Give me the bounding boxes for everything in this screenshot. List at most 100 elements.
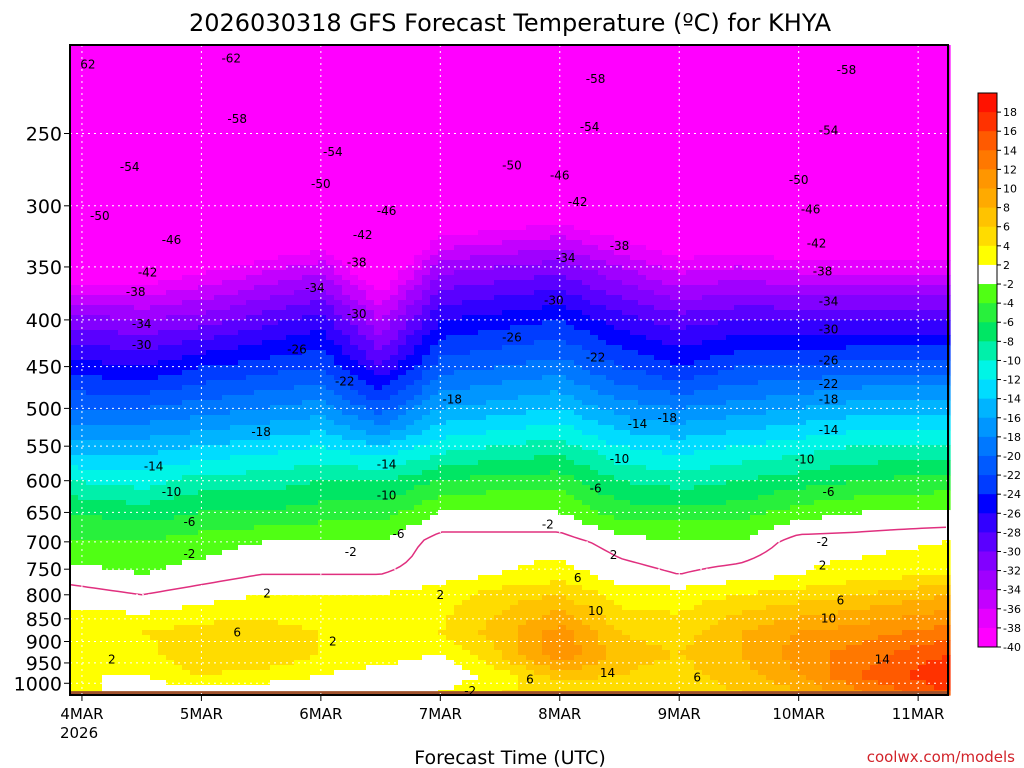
field-cell bbox=[878, 495, 887, 511]
field-cell bbox=[262, 455, 271, 471]
field-cell bbox=[414, 590, 423, 661]
field-cell bbox=[654, 450, 663, 471]
field-cell bbox=[806, 295, 815, 311]
field-cell bbox=[606, 345, 615, 361]
field-cell bbox=[622, 520, 631, 536]
field-cell bbox=[854, 580, 863, 596]
field-cell bbox=[526, 565, 535, 586]
field-cell bbox=[822, 285, 831, 296]
field-cell bbox=[934, 660, 943, 691]
field-cell bbox=[606, 530, 615, 581]
field-cell bbox=[622, 585, 631, 611]
field-cell bbox=[934, 460, 943, 476]
field-cell bbox=[622, 675, 631, 696]
field-cell bbox=[342, 480, 351, 501]
x-tick-label: 5MAR bbox=[180, 705, 223, 723]
field-cell bbox=[750, 630, 759, 671]
field-cell bbox=[894, 45, 903, 261]
field-cell bbox=[494, 490, 503, 511]
field-cell bbox=[326, 595, 335, 676]
field-cell bbox=[502, 310, 511, 331]
field-cell bbox=[478, 255, 487, 271]
field-cell bbox=[726, 520, 735, 541]
field-cell bbox=[790, 380, 799, 396]
field-cell bbox=[854, 400, 863, 416]
field-cell bbox=[766, 590, 775, 606]
field-cell bbox=[886, 635, 895, 656]
field-cell bbox=[470, 300, 479, 316]
field-cell bbox=[622, 300, 631, 316]
field-cell bbox=[446, 260, 455, 276]
y-tick-label: 850 bbox=[26, 609, 62, 631]
field-cell bbox=[614, 345, 623, 366]
field-cell bbox=[246, 685, 255, 696]
field-cell bbox=[238, 45, 247, 266]
field-cell bbox=[926, 320, 935, 336]
field-cell bbox=[638, 245, 647, 261]
field-cell bbox=[526, 310, 535, 326]
field-cell bbox=[190, 385, 199, 401]
field-cell bbox=[150, 390, 159, 406]
field-cell bbox=[190, 685, 199, 696]
field-cell bbox=[798, 275, 807, 286]
field-cell bbox=[278, 355, 287, 371]
field-cell bbox=[774, 685, 783, 696]
field-cell bbox=[798, 380, 807, 396]
field-cell bbox=[886, 415, 895, 431]
field-cell bbox=[654, 660, 663, 696]
field-cell bbox=[718, 450, 727, 466]
field-cell bbox=[646, 265, 655, 281]
field-cell bbox=[110, 610, 119, 676]
field-cell bbox=[390, 590, 399, 666]
field-cell bbox=[518, 310, 527, 326]
field-cell bbox=[318, 385, 327, 401]
field-cell bbox=[574, 480, 583, 501]
field-cell bbox=[590, 335, 599, 356]
field-cell bbox=[390, 465, 399, 481]
field-cell bbox=[526, 670, 535, 696]
field-cell bbox=[254, 470, 263, 491]
field-cell bbox=[382, 435, 391, 446]
field-cell bbox=[574, 430, 583, 446]
field-cell bbox=[622, 330, 631, 351]
field-cell bbox=[462, 495, 471, 511]
field-cell bbox=[254, 390, 263, 411]
field-cell bbox=[886, 605, 895, 621]
field-cell bbox=[766, 305, 775, 321]
field-cell bbox=[390, 295, 399, 311]
field-cell bbox=[790, 620, 799, 636]
credit-link[interactable]: coolwx.com/models bbox=[867, 748, 1015, 766]
field-cell bbox=[334, 450, 343, 466]
field-cell bbox=[262, 340, 271, 361]
field-cell bbox=[678, 455, 687, 471]
field-cell bbox=[670, 285, 679, 301]
field-cell bbox=[198, 530, 207, 561]
field-cell bbox=[334, 345, 343, 366]
field-cell bbox=[278, 270, 287, 281]
field-cell bbox=[174, 45, 183, 281]
field-cell bbox=[614, 630, 623, 676]
field-cell bbox=[790, 635, 799, 671]
field-cell bbox=[318, 350, 327, 371]
field-cell bbox=[766, 440, 775, 461]
field-cell bbox=[230, 280, 239, 296]
field-cell bbox=[222, 335, 231, 351]
field-cell bbox=[398, 330, 407, 346]
field-cell bbox=[702, 520, 711, 541]
field-cell bbox=[710, 520, 719, 541]
field-cell bbox=[182, 45, 191, 276]
field-cell bbox=[518, 460, 527, 476]
field-cell bbox=[806, 395, 815, 406]
field-cell bbox=[286, 320, 295, 336]
field-cell bbox=[542, 665, 551, 676]
field-cell bbox=[678, 410, 687, 426]
field-cell bbox=[766, 495, 775, 511]
field-cell bbox=[470, 385, 479, 406]
field-cell bbox=[702, 325, 711, 341]
field-cell bbox=[502, 490, 511, 511]
field-cell bbox=[766, 395, 775, 411]
field-cell bbox=[598, 645, 607, 661]
field-cell bbox=[158, 345, 167, 361]
field-cell bbox=[190, 560, 199, 606]
field-cell bbox=[902, 400, 911, 416]
